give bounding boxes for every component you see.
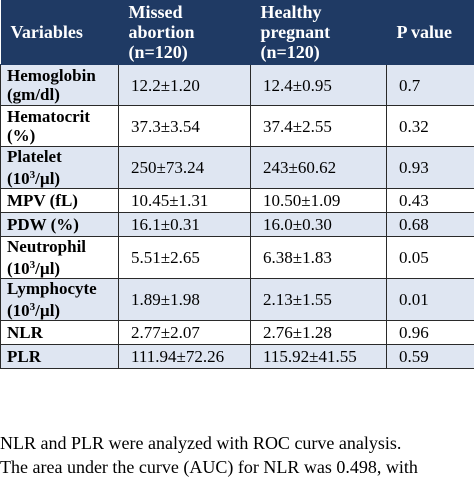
p-value-cell: 0.59	[386, 344, 474, 369]
healthy-value-cell: 12.4±0.95	[250, 64, 387, 106]
p-value-cell: 0.32	[386, 105, 474, 147]
missed-value-cell: 16.1±0.31	[118, 212, 251, 237]
missed-value-cell: 2.77±2.07	[118, 320, 251, 345]
caption-text: NLR and PLR were analyzed with ROC curve…	[0, 431, 474, 479]
table-row-plr: PLR 111.94±72.26 115.92±41.55 0.59	[0, 344, 474, 369]
p-value-cell: 0.01	[386, 278, 474, 321]
healthy-value-cell: 10.50±1.09	[250, 188, 387, 213]
p-value-cell: 0.68	[386, 212, 474, 237]
table-row-nlr: NLR 2.77±2.07 2.76±1.28 0.96	[0, 320, 474, 345]
variable-cell: MPV (fL)	[0, 188, 119, 213]
missed-value-cell: 111.94±72.26	[118, 344, 251, 369]
results-table: Variables Missed abortion (n=120) Healthy p…	[0, 0, 474, 369]
header-variables: Variables	[0, 0, 119, 65]
missed-value-cell: 1.89±1.98	[118, 278, 251, 321]
p-value-cell: 0.96	[386, 320, 474, 345]
healthy-value-cell: 2.76±1.28	[250, 320, 387, 345]
healthy-value-cell: 37.4±2.55	[250, 105, 387, 147]
p-value-cell: 0.43	[386, 188, 474, 213]
table-row-mpv: MPV (fL) 10.45±1.31 10.50±1.09 0.43	[0, 188, 474, 213]
healthy-value-cell: 115.92±41.55	[250, 344, 387, 369]
header-missed-abortion: Missed abortion (n=120)	[118, 0, 251, 65]
caption-line-2: The area under the curve (AUC) for NLR w…	[0, 457, 418, 477]
variable-cell: PLR	[0, 344, 119, 369]
table-row-lymphocyte: Lymphocyte (103/µl) 1.89±1.98 2.13±1.55 0…	[0, 278, 474, 321]
healthy-value-cell: 16.0±0.30	[250, 212, 387, 237]
variable-cell: NLR	[0, 320, 119, 345]
missed-value-cell: 250±73.24	[118, 146, 251, 189]
table-row-neutrophil: Neutrophil (103/µl) 5.51±2.65 6.38±1.83 0…	[0, 236, 474, 279]
variable-cell: PDW (%)	[0, 212, 119, 237]
missed-value-cell: 37.3±3.54	[118, 105, 251, 147]
caption-line-1: NLR and PLR were analyzed with ROC curve…	[0, 433, 402, 453]
p-value-cell: 0.7	[386, 64, 474, 106]
missed-value-cell: 12.2±1.20	[118, 64, 251, 106]
p-value-cell: 0.93	[386, 146, 474, 189]
variable-cell: Neutrophil (103/µl)	[0, 236, 119, 279]
table-row-platelet: Platelet (103/µl) 250±73.24 243±60.62 0.9…	[0, 146, 474, 189]
variable-cell: Platelet (103/µl)	[0, 146, 119, 189]
healthy-value-cell: 6.38±1.83	[250, 236, 387, 279]
table-row-hematocrit: Hematocrit (%) 37.3±3.54 37.4±2.55 0.32	[0, 105, 474, 147]
table-row-pdw: PDW (%) 16.1±0.31 16.0±0.30 0.68	[0, 212, 474, 237]
variable-cell: Hematocrit (%)	[0, 105, 119, 147]
table-header: Variables Missed abortion (n=120) Healthy p…	[0, 0, 474, 65]
header-healthy-pregnant: Healthy pregnant (n=120)	[250, 0, 387, 65]
healthy-value-cell: 243±60.62	[250, 146, 387, 189]
variable-cell: Lymphocyte (103/µl)	[0, 278, 119, 321]
p-value-cell: 0.05	[386, 236, 474, 279]
missed-value-cell: 5.51±2.65	[118, 236, 251, 279]
healthy-value-cell: 2.13±1.55	[250, 278, 387, 321]
variable-cell: Hemoglobin (gm/dl)	[0, 64, 119, 106]
table-row-hemoglobin: Hemoglobin (gm/dl) 12.2±1.20 12.4±0.95 0.…	[0, 64, 474, 106]
missed-value-cell: 10.45±1.31	[118, 188, 251, 213]
header-p-value: P value	[386, 0, 474, 65]
